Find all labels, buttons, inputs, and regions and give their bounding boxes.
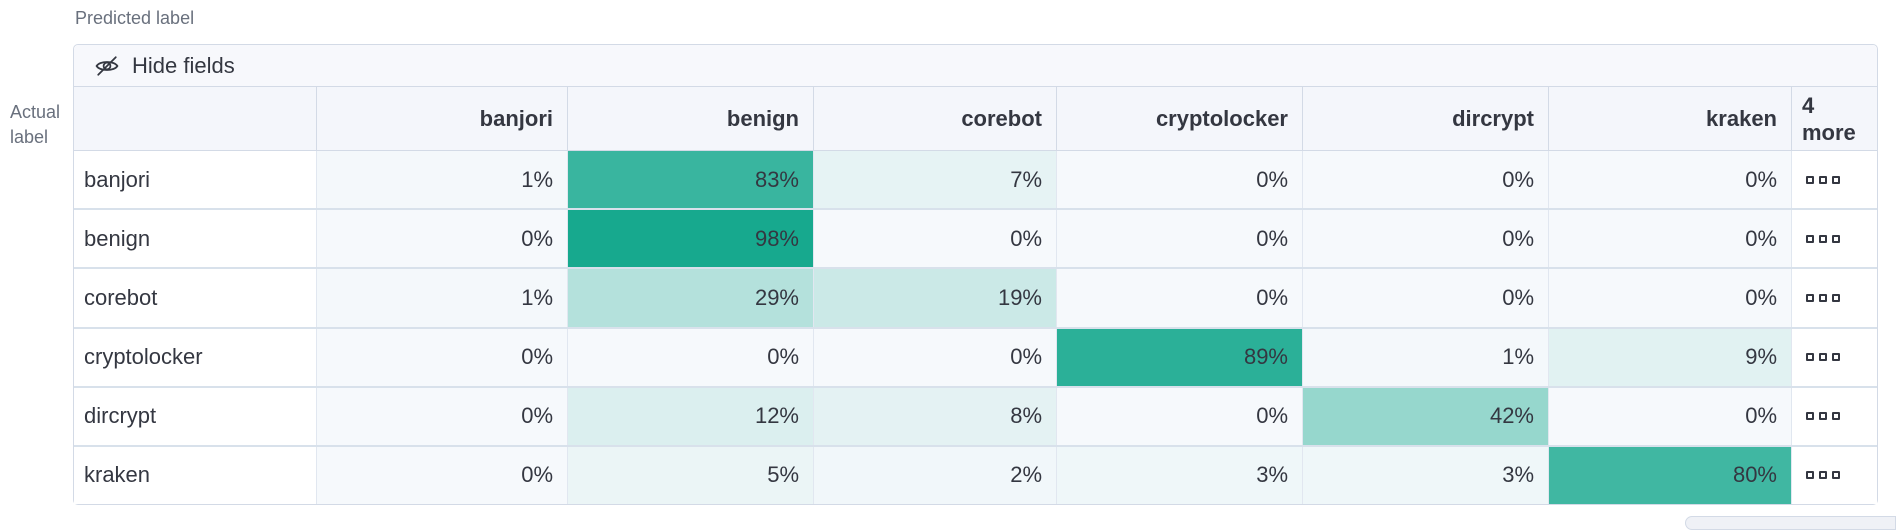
boxes-horizontal-icon	[1806, 353, 1840, 362]
row-more-actions-button[interactable]	[1792, 328, 1877, 386]
hide-fields-label: Hide fields	[132, 52, 235, 78]
matrix-row-kraken: kraken 0% 5% 2% 3% 3% 80%	[74, 446, 1877, 505]
row-label-benign: benign	[74, 210, 317, 268]
cell-benign-cryptolocker: 0%	[1057, 210, 1303, 268]
row-more-actions-button[interactable]	[1792, 387, 1877, 445]
column-header-corebot[interactable]: corebot	[814, 87, 1057, 150]
cell-dircrypt-banjori: 0%	[317, 387, 568, 445]
boxes-horizontal-icon	[1806, 234, 1840, 243]
boxes-horizontal-icon	[1806, 175, 1840, 184]
predicted-label-axis-title: Predicted label	[75, 8, 195, 28]
cell-corebot-benign: 29%	[568, 269, 814, 327]
matrix-row-dircrypt: dircrypt 0% 12% 8% 0% 42% 0%	[74, 387, 1877, 447]
actual-label-line2: label	[10, 127, 49, 147]
column-header-cryptolocker[interactable]: cryptolocker	[1057, 87, 1303, 150]
cell-cryptolocker-banjori: 0%	[317, 328, 568, 386]
cell-cryptolocker-benign: 0%	[568, 328, 814, 386]
cell-corebot-banjori: 1%	[317, 269, 568, 327]
cell-benign-banjori: 0%	[317, 210, 568, 268]
cell-cryptolocker-corebot: 0%	[814, 328, 1057, 386]
cell-banjori-benign: 83%	[568, 151, 814, 209]
cell-banjori-banjori: 1%	[317, 151, 568, 209]
cell-banjori-dircrypt: 0%	[1303, 151, 1549, 209]
row-label-banjori: banjori	[74, 151, 317, 209]
more-count: 4	[1802, 92, 1815, 118]
row-label-dircrypt: dircrypt	[74, 387, 317, 445]
cell-benign-dircrypt: 0%	[1303, 210, 1549, 268]
cell-dircrypt-dircrypt: 42%	[1303, 387, 1549, 445]
cell-kraken-benign: 5%	[568, 446, 814, 505]
cell-kraken-cryptolocker: 3%	[1057, 446, 1303, 505]
cell-benign-kraken: 0%	[1549, 210, 1792, 268]
cell-corebot-cryptolocker: 0%	[1057, 269, 1303, 327]
matrix-body: banjori 1% 83% 7% 0% 0% 0% benign 0% 98% 0% 0% 0% 0% c…	[74, 151, 1877, 505]
row-label-cryptolocker: cryptolocker	[74, 328, 317, 386]
cell-kraken-corebot: 2%	[814, 446, 1057, 505]
corner-header-cell	[74, 87, 317, 150]
cell-banjori-kraken: 0%	[1549, 151, 1792, 209]
column-header-benign[interactable]: benign	[568, 87, 814, 150]
matrix-row-cryptolocker: cryptolocker 0% 0% 0% 89% 1% 9%	[74, 328, 1877, 388]
column-header-more[interactable]: 4 more	[1792, 87, 1877, 150]
boxes-horizontal-icon	[1806, 471, 1840, 480]
horizontal-scrollbar-fragment[interactable]	[1685, 516, 1896, 530]
column-header-dircrypt[interactable]: dircrypt	[1303, 87, 1549, 150]
matrix-row-benign: benign 0% 98% 0% 0% 0% 0%	[74, 210, 1877, 270]
cell-dircrypt-kraken: 0%	[1549, 387, 1792, 445]
actual-label-axis-title: Actual label	[10, 100, 70, 150]
more-word: more	[1802, 119, 1856, 145]
row-more-actions-button[interactable]	[1792, 210, 1877, 268]
cell-kraken-banjori: 0%	[317, 446, 568, 505]
matrix-row-banjori: banjori 1% 83% 7% 0% 0% 0%	[74, 151, 1877, 211]
row-label-kraken: kraken	[74, 446, 317, 505]
column-header-row: banjori benign corebot cryptolocker dircrypt…	[74, 87, 1877, 151]
boxes-horizontal-icon	[1806, 412, 1840, 421]
cell-dircrypt-cryptolocker: 0%	[1057, 387, 1303, 445]
cell-benign-corebot: 0%	[814, 210, 1057, 268]
eye-closed-icon	[94, 53, 120, 79]
cell-corebot-corebot: 19%	[814, 269, 1057, 327]
cell-dircrypt-corebot: 8%	[814, 387, 1057, 445]
cell-corebot-dircrypt: 0%	[1303, 269, 1549, 327]
cell-benign-benign: 98%	[568, 210, 814, 268]
hide-fields-button[interactable]: Hide fields	[74, 45, 1877, 87]
cell-cryptolocker-kraken: 9%	[1549, 328, 1792, 386]
cell-kraken-dircrypt: 3%	[1303, 446, 1549, 505]
row-label-corebot: corebot	[74, 269, 317, 327]
boxes-horizontal-icon	[1806, 293, 1840, 302]
cell-dircrypt-benign: 12%	[568, 387, 814, 445]
cell-kraken-kraken: 80%	[1549, 446, 1792, 505]
cell-corebot-kraken: 0%	[1549, 269, 1792, 327]
confusion-matrix-panel: Hide fields banjori benign corebot cryptolo…	[73, 44, 1878, 505]
row-more-actions-button[interactable]	[1792, 446, 1877, 505]
row-more-actions-button[interactable]	[1792, 151, 1877, 209]
cell-banjori-cryptolocker: 0%	[1057, 151, 1303, 209]
matrix-row-corebot: corebot 1% 29% 19% 0% 0% 0%	[74, 269, 1877, 329]
cell-cryptolocker-cryptolocker: 89%	[1057, 328, 1303, 386]
column-header-banjori[interactable]: banjori	[317, 87, 568, 150]
cell-banjori-corebot: 7%	[814, 151, 1057, 209]
row-more-actions-button[interactable]	[1792, 269, 1877, 327]
cell-cryptolocker-dircrypt: 1%	[1303, 328, 1549, 386]
column-header-kraken[interactable]: kraken	[1549, 87, 1792, 150]
actual-label-line1: Actual	[10, 102, 61, 122]
